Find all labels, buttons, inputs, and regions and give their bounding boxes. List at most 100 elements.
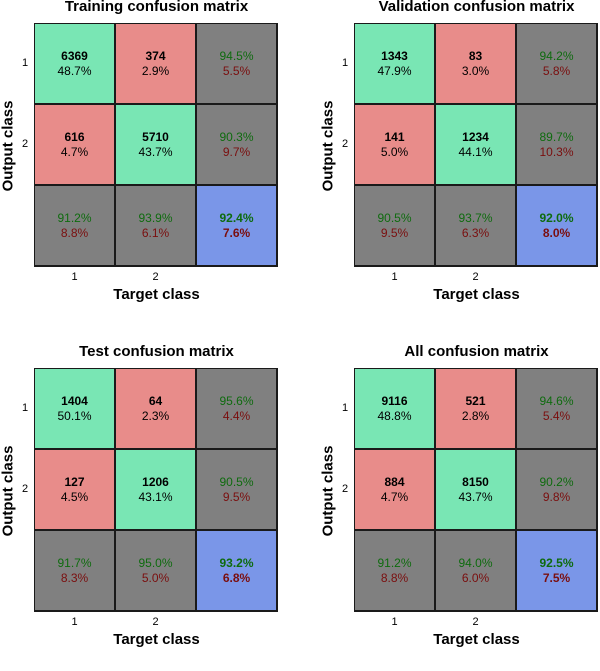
error-percent: 9.7%: [222, 144, 251, 159]
correct-cell: 8150 43.7%: [436, 450, 515, 529]
correct-percent: 92.5%: [539, 555, 574, 570]
cell-count: 9116: [381, 393, 408, 408]
error-percent: 9.8%: [542, 489, 571, 504]
error-cell: 884 4.7%: [355, 450, 434, 529]
cell-percent: 43.7%: [458, 489, 493, 504]
correct-percent: 95.6%: [219, 393, 254, 408]
cell-percent: 47.9%: [377, 63, 412, 78]
correct-cell: 1343 47.9%: [355, 24, 434, 103]
error-cell: 616 4.7%: [35, 105, 114, 184]
x-tick-label: 2: [152, 616, 159, 628]
error-percent: 8.3%: [60, 570, 89, 585]
correct-percent: 91.2%: [57, 210, 92, 225]
x-tick-label: 1: [391, 271, 398, 283]
cell-count: 1343: [381, 48, 408, 63]
overall-accuracy-cell: 93.2% 6.8%: [197, 531, 276, 610]
row-summary-cell: 89.7% 10.3%: [517, 105, 596, 184]
y-axis-label: Output class: [319, 100, 337, 192]
y-tick-label: 2: [342, 137, 349, 150]
x-axis-label: Target class: [113, 286, 200, 303]
column-summary-cell: 91.2% 8.8%: [35, 186, 114, 265]
cell-percent: 43.7%: [138, 144, 173, 159]
correct-cell: 1206 43.1%: [116, 450, 195, 529]
x-tick-label: 1: [391, 616, 398, 628]
x-tick-label: 2: [472, 271, 479, 283]
confusion-matrix-panel: Training confusion matrix Output class Tar…: [0, 0, 300, 326]
cell-count: 83: [468, 48, 483, 63]
correct-percent: 90.3%: [219, 129, 254, 144]
correct-percent: 93.2%: [219, 555, 254, 570]
cell-count: 141: [384, 129, 405, 144]
chart-title: Training confusion matrix: [64, 0, 249, 15]
cell-percent: 48.7%: [57, 63, 92, 78]
correct-percent: 94.2%: [539, 48, 574, 63]
cell-count: 5710: [142, 129, 169, 144]
error-cell: 374 2.9%: [116, 24, 195, 103]
cell-count: 374: [145, 48, 166, 63]
error-percent: 9.5%: [380, 225, 409, 240]
cell-count: 8150: [462, 474, 489, 489]
column-summary-cell: 91.2% 8.8%: [355, 531, 434, 610]
error-percent: 6.1%: [141, 225, 170, 240]
cell-count: 127: [64, 474, 85, 489]
x-axis-label: Target class: [433, 286, 520, 303]
cell-count: 1404: [61, 393, 88, 408]
y-tick-label: 1: [22, 401, 29, 414]
cell-count: 616: [64, 129, 85, 144]
matrix-grid: 9116 48.8% 521 2.8% 884 4.7% 8150 43.7% 94.6% 5.4…: [354, 368, 598, 612]
correct-cell: 1404 50.1%: [35, 369, 114, 448]
correct-percent: 90.5%: [377, 210, 412, 225]
correct-cell: 1234 44.1%: [436, 105, 515, 184]
error-percent: 8.8%: [60, 225, 89, 240]
column-summary-cell: 91.7% 8.3%: [35, 531, 114, 610]
correct-percent: 93.9%: [138, 210, 173, 225]
matrix-grid: 1343 47.9% 83 3.0% 141 5.0% 1234 44.1% 94.2% 5.8%…: [354, 23, 598, 267]
error-percent: 6.0%: [461, 570, 490, 585]
column-summary-cell: 93.9% 6.1%: [116, 186, 195, 265]
x-tick-label: 1: [71, 616, 78, 628]
error-cell: 64 2.3%: [116, 369, 195, 448]
y-axis-label: Output class: [0, 100, 17, 192]
cell-count: 1234: [462, 129, 489, 144]
y-axis-label: Output class: [0, 445, 17, 537]
x-tick-label: 2: [152, 271, 159, 283]
row-summary-cell: 90.2% 9.8%: [517, 450, 596, 529]
error-percent: 5.8%: [542, 63, 571, 78]
column-summary-cell: 95.0% 5.0%: [116, 531, 195, 610]
error-percent: 9.5%: [222, 489, 251, 504]
confusion-matrix-panel: All confusion matrix Output class Target c…: [320, 343, 600, 671]
correct-percent: 92.4%: [219, 210, 254, 225]
cell-percent: 2.8%: [461, 408, 490, 423]
cell-count: 521: [465, 393, 486, 408]
row-summary-cell: 94.5% 5.5%: [197, 24, 276, 103]
cell-percent: 50.1%: [57, 408, 92, 423]
cell-percent: 43.1%: [138, 489, 173, 504]
cell-percent: 4.7%: [60, 144, 89, 159]
correct-percent: 90.5%: [219, 474, 254, 489]
y-tick-label: 1: [342, 401, 349, 414]
x-axis-label: Target class: [433, 631, 520, 648]
cell-percent: 3.0%: [461, 63, 490, 78]
overall-accuracy-cell: 92.4% 7.6%: [197, 186, 276, 265]
overall-accuracy-cell: 92.0% 8.0%: [517, 186, 596, 265]
row-summary-cell: 90.5% 9.5%: [197, 450, 276, 529]
error-percent: 5.5%: [222, 63, 251, 78]
y-tick-label: 2: [342, 482, 349, 495]
y-tick-label: 1: [22, 56, 29, 69]
cell-count: 1206: [142, 474, 169, 489]
row-summary-cell: 95.6% 4.4%: [197, 369, 276, 448]
chart-title: All confusion matrix: [404, 343, 549, 360]
correct-percent: 91.7%: [57, 555, 92, 570]
row-summary-cell: 94.2% 5.8%: [517, 24, 596, 103]
column-summary-cell: 90.5% 9.5%: [355, 186, 434, 265]
y-tick-label: 2: [22, 137, 29, 150]
correct-cell: 6369 48.7%: [35, 24, 114, 103]
matrix-grid: 6369 48.7% 374 2.9% 616 4.7% 5710 43.7% 94.5% 5.5…: [34, 23, 278, 267]
correct-percent: 92.0%: [539, 210, 574, 225]
chart-title: Validation confusion matrix: [378, 0, 575, 15]
error-percent: 8.0%: [542, 225, 571, 240]
correct-percent: 91.2%: [377, 555, 412, 570]
cell-percent: 4.5%: [60, 489, 89, 504]
cell-percent: 4.7%: [380, 489, 409, 504]
column-summary-cell: 93.7% 6.3%: [436, 186, 515, 265]
